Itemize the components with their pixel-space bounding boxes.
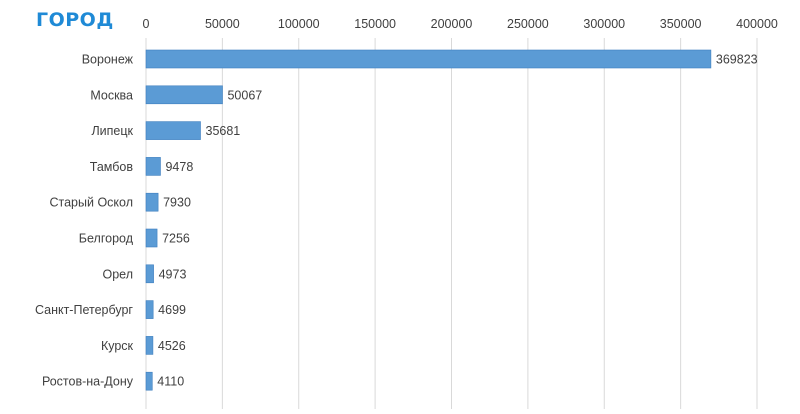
bar [145, 228, 158, 248]
bar [145, 49, 712, 69]
x-tick-label: 400000 [736, 17, 778, 31]
data-labels: 369823 50067 35681 9478 7930 7256 4973 4699 4526… [157, 53, 757, 389]
data-label: 9478 [165, 160, 193, 174]
data-label: 369823 [716, 53, 758, 67]
category-label: Ростов-на-Дону [42, 375, 134, 389]
bar [145, 300, 154, 319]
chart-title: ГОРОД [36, 9, 114, 31]
bar [145, 336, 154, 355]
data-label: 4973 [159, 267, 187, 281]
bars [145, 49, 712, 391]
x-tick-label: 50000 [205, 17, 240, 31]
category-label: Воронеж [82, 53, 134, 67]
x-tick-label: 300000 [583, 17, 625, 31]
bar [145, 192, 159, 212]
data-label: 7256 [162, 232, 190, 246]
data-label: 7930 [163, 196, 191, 210]
bar [145, 264, 154, 284]
category-labels: Воронеж Москва Липецк Тамбов Старый Оскол Бел… [35, 53, 134, 389]
x-tick-label: 100000 [278, 17, 320, 31]
data-label: 35681 [206, 124, 241, 138]
category-label: Тамбов [90, 160, 134, 174]
category-label: Курск [101, 339, 134, 353]
category-label: Липецк [91, 124, 133, 138]
data-label: 4526 [158, 339, 186, 353]
x-tick-label: 350000 [660, 17, 702, 31]
data-label: 4699 [158, 303, 186, 317]
bar [145, 371, 153, 391]
category-label: Орел [102, 267, 133, 281]
x-tick-label: 250000 [507, 17, 549, 31]
bar [145, 85, 223, 105]
category-label: Москва [90, 88, 133, 102]
category-label: Старый Оскол [49, 196, 133, 210]
x-tick-label: 200000 [431, 17, 473, 31]
data-label: 50067 [227, 88, 262, 102]
bar [145, 157, 161, 176]
x-tick-label: 0 [143, 17, 150, 31]
data-label: 4110 [157, 375, 184, 389]
x-tick-label: 150000 [354, 17, 396, 31]
bar [145, 121, 201, 140]
x-axis-ticks: 0 50000 100000 150000 200000 250000 300000 3500… [143, 17, 778, 31]
category-label: Белгород [79, 232, 134, 246]
category-label: Санкт-Петербург [35, 303, 133, 317]
